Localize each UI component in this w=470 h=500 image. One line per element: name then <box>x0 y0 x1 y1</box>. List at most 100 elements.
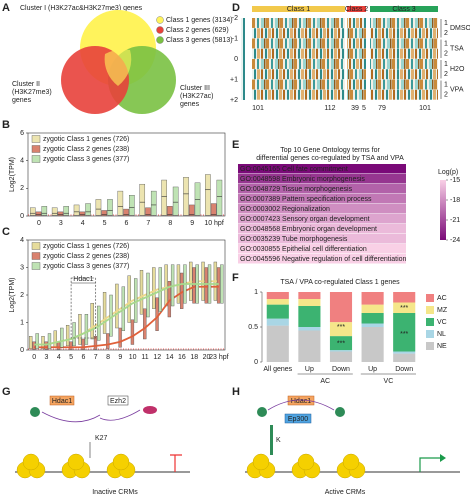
cluster-label: Cluster II <box>12 81 40 88</box>
histone-mark: K <box>276 437 281 444</box>
go-cell <box>238 214 406 224</box>
replicate-label: 2 <box>444 71 448 78</box>
box <box>180 272 184 309</box>
x-tick-label: 8 <box>168 220 172 227</box>
go-term: GO:0030855 Epithelial cell differentiati… <box>240 246 367 253</box>
scale-bar <box>241 18 245 100</box>
count-label: 112 <box>324 105 335 112</box>
heatmap-block <box>347 59 366 69</box>
box <box>90 303 94 340</box>
box <box>216 179 223 216</box>
box <box>204 267 208 304</box>
bar-segment <box>298 299 321 306</box>
replicate-label: 1 <box>444 61 448 68</box>
box <box>220 264 224 304</box>
x-tick-label: 5 <box>103 220 107 227</box>
go-cell <box>238 164 406 174</box>
condition-label: DMSO <box>450 25 470 32</box>
y-tick-label: 2 <box>20 292 24 299</box>
heatmap-block <box>252 79 345 90</box>
heatmap-block <box>252 38 345 49</box>
box <box>63 206 69 216</box>
legend-swatch <box>426 330 434 338</box>
count-label: 5 <box>362 105 366 112</box>
legend-dot <box>156 26 164 34</box>
box <box>97 305 101 341</box>
scale-label: +1 <box>230 76 238 83</box>
box <box>172 186 179 216</box>
heatmap-block <box>370 28 438 39</box>
box <box>41 206 48 216</box>
bar-segment <box>329 292 353 323</box>
bar-segment <box>298 292 321 299</box>
heatmap-block <box>347 79 366 90</box>
x-tick-label: 14 <box>166 354 174 361</box>
condition-label: H2O <box>450 66 465 73</box>
box <box>51 207 58 216</box>
box <box>194 182 201 216</box>
x-tick-label: 10 <box>129 354 137 361</box>
bar-segment <box>329 322 353 337</box>
go-term: GO:0007389 Pattern specification process <box>240 196 372 203</box>
box <box>155 297 159 331</box>
box <box>106 333 110 349</box>
legend-swatch <box>31 155 41 163</box>
box <box>127 275 131 323</box>
box <box>139 270 144 315</box>
box <box>47 333 52 349</box>
box <box>53 330 57 348</box>
bar-segment <box>393 292 416 303</box>
ac-node <box>335 407 345 417</box>
legend-label: Class 2 genes (629) <box>166 27 229 34</box>
venn-overlap <box>104 49 132 86</box>
box <box>72 322 76 347</box>
ep-box <box>284 413 312 424</box>
protein-label: Hdac1 <box>52 398 72 405</box>
legend-dot <box>156 36 164 44</box>
box <box>167 206 173 216</box>
go-cell <box>238 244 406 254</box>
x-tick-label: 3 <box>59 220 63 227</box>
class-bar <box>370 6 438 12</box>
box <box>79 211 86 216</box>
heatmap-block <box>252 28 345 39</box>
colorbar-tick-label: -21 <box>450 217 460 224</box>
box <box>192 267 196 304</box>
heatmap-block <box>252 59 345 69</box>
box <box>29 336 33 349</box>
heatmap-block <box>370 69 438 80</box>
x-tick-label: Down <box>332 366 350 373</box>
x-tick-label: 9 <box>190 220 194 227</box>
activate <box>419 457 440 472</box>
y-tick-label: 4 <box>20 237 24 244</box>
x-tick-label: 4 <box>81 220 85 227</box>
nucleosome <box>22 453 40 471</box>
box <box>44 341 48 350</box>
heatmap-block <box>347 89 366 100</box>
count-label: 79 <box>378 105 386 112</box>
class-label: Class 1 <box>287 6 310 13</box>
tail <box>270 425 273 455</box>
scale-label: 0 <box>234 56 238 63</box>
x-tick-label: 6 <box>125 220 129 227</box>
heatmap-block <box>370 79 438 90</box>
box <box>145 207 151 216</box>
heatmap-block <box>370 59 438 69</box>
x-tick-label: 5 <box>69 354 73 361</box>
panel-letter: D <box>232 2 240 14</box>
legend-label: zygotic Class 3 genes (377) <box>43 156 129 163</box>
legend-label: NE <box>437 343 447 350</box>
cluster-label: genes <box>180 101 200 108</box>
nucleosome <box>342 453 360 471</box>
bar-segment <box>329 350 353 352</box>
x-tick-label: 16 <box>178 354 186 361</box>
x-tick-label: 7 <box>146 220 150 227</box>
go-cell <box>238 204 406 214</box>
bar-segment <box>329 336 353 351</box>
x-tick-label: Down <box>395 366 413 373</box>
x-tick-label: 0 <box>37 220 41 227</box>
protein-label: Ezh2 <box>110 398 126 405</box>
bar-segment <box>361 313 384 324</box>
box <box>107 199 113 216</box>
